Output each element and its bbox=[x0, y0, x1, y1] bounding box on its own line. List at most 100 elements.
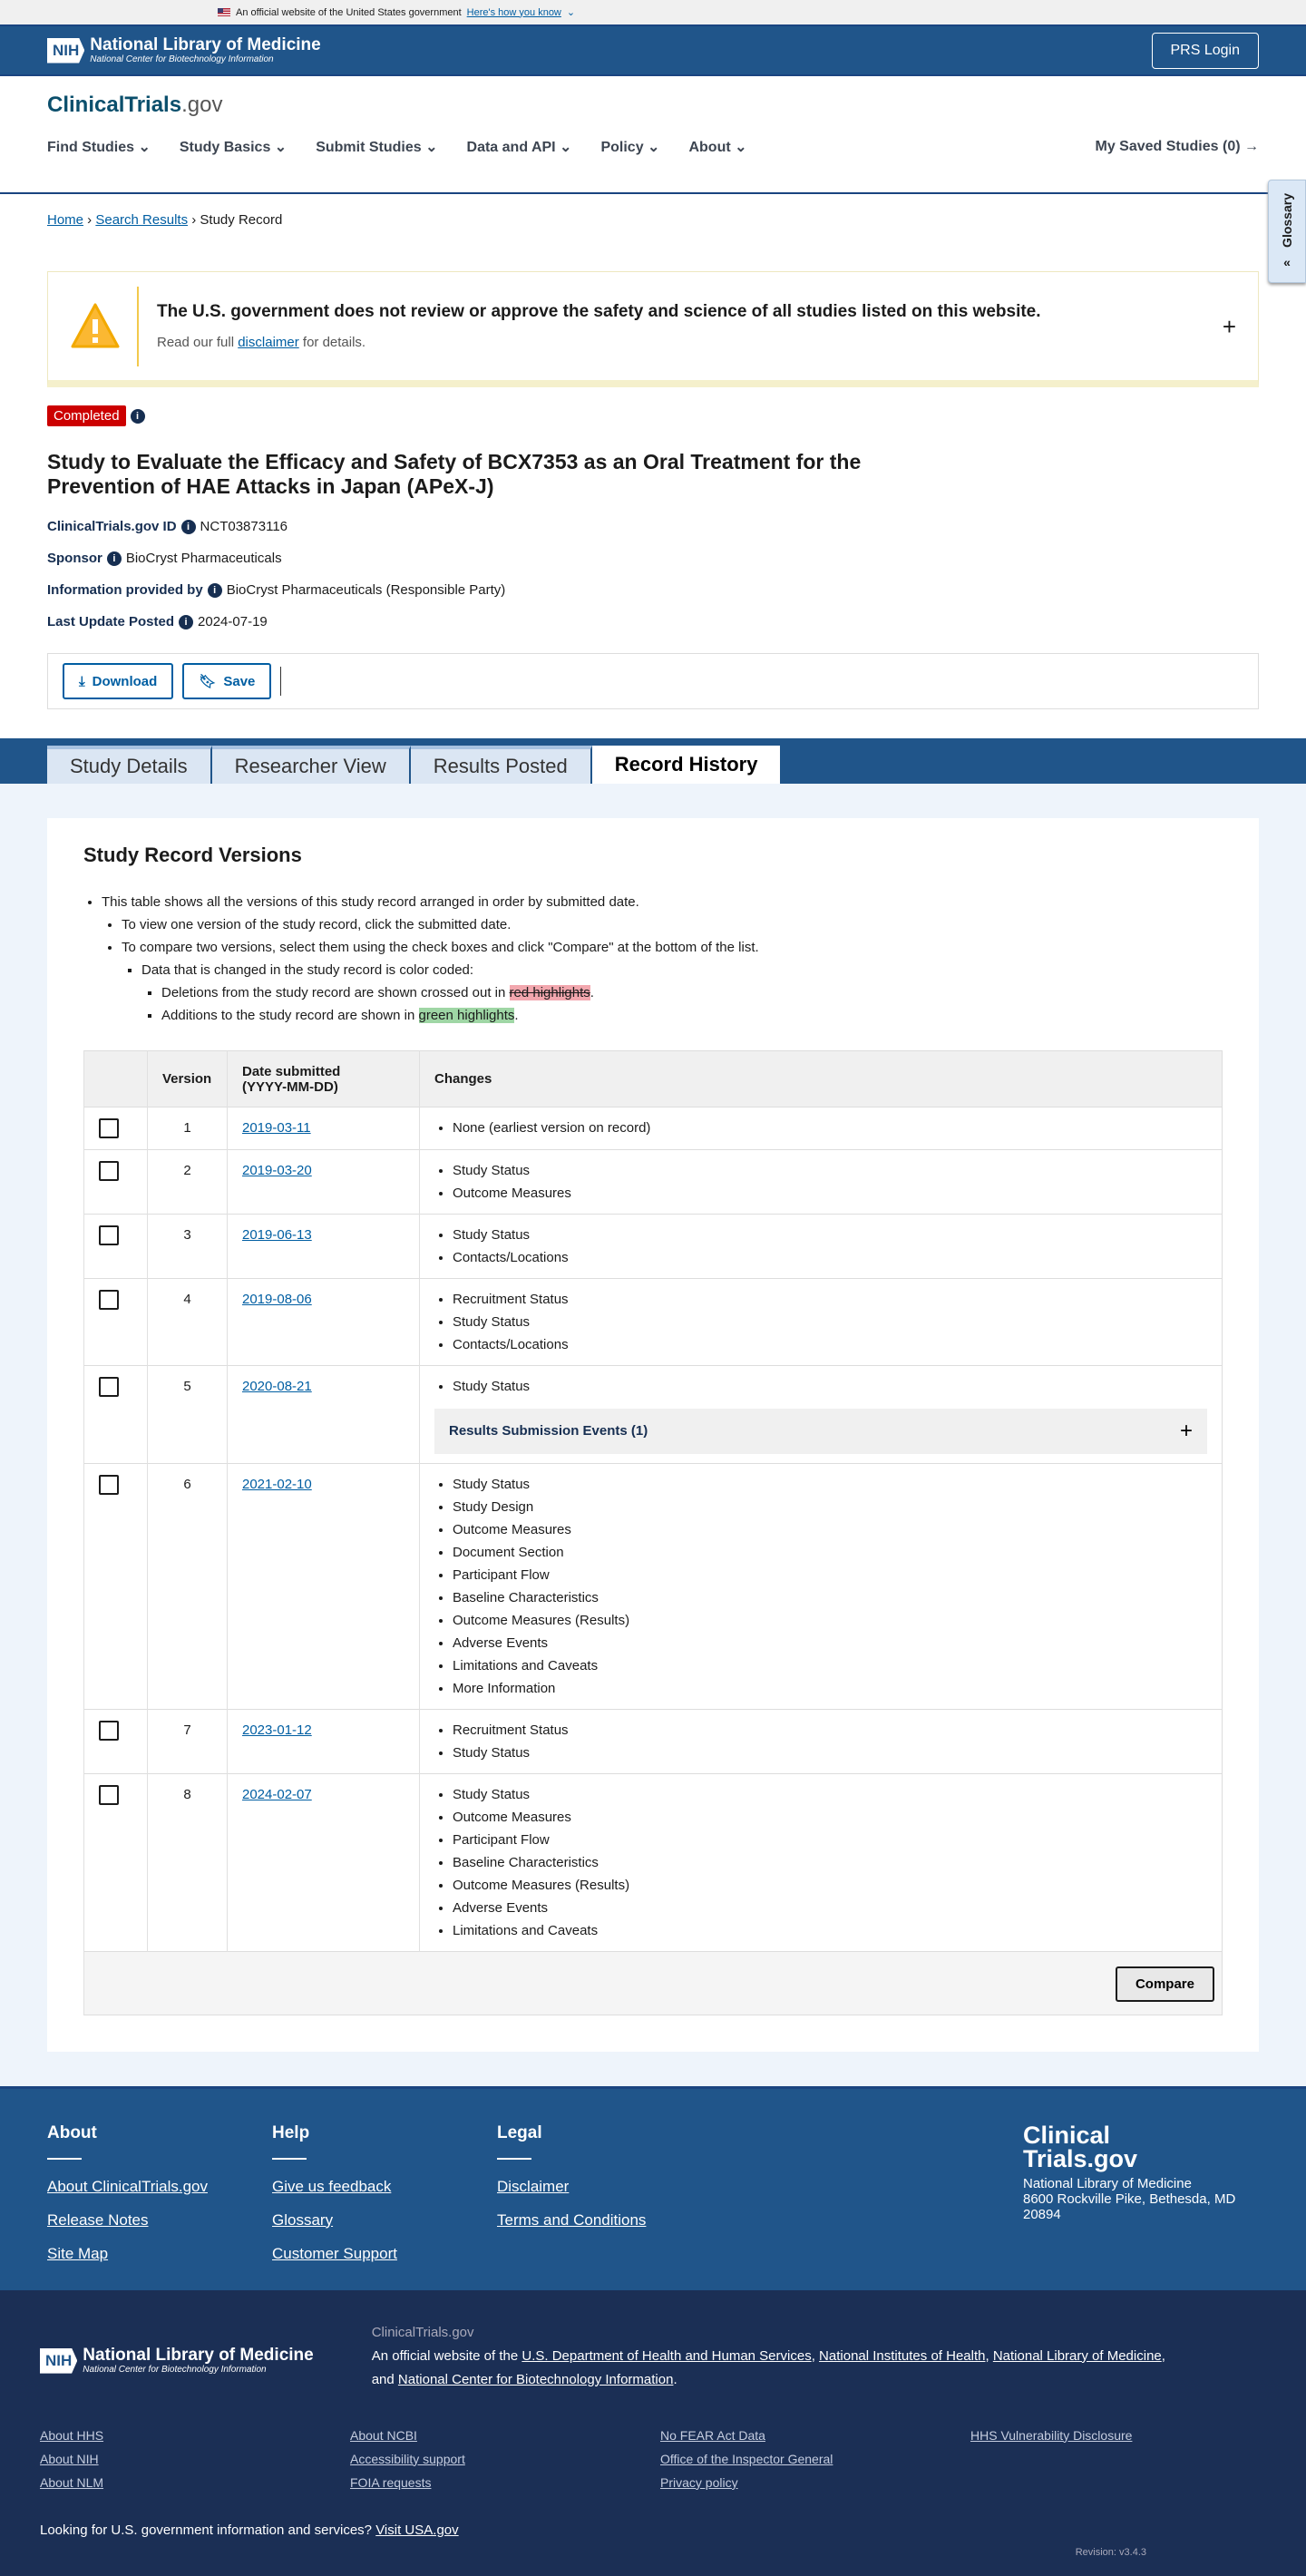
footer-gov-link[interactable]: About NLM bbox=[40, 2474, 104, 2490]
chevron-down-icon: ⌄ bbox=[566, 7, 576, 18]
footer-gov-link[interactable]: About NIH bbox=[40, 2451, 99, 2466]
version-column-header: Version bbox=[147, 1050, 228, 1107]
glossary-label: Glossary bbox=[1280, 193, 1294, 248]
change-item: Participant Flow bbox=[453, 1829, 1207, 1851]
nav-submit-studies[interactable]: Submit Studies ⌄ bbox=[316, 140, 438, 155]
version-checkbox[interactable] bbox=[99, 1720, 119, 1741]
change-item: Contacts/Locations bbox=[453, 1333, 1207, 1356]
info-icon[interactable]: i bbox=[207, 583, 222, 599]
tab-study-details[interactable]: Study Details bbox=[47, 746, 212, 785]
download-button[interactable]: ⤓ Download bbox=[63, 663, 174, 700]
footer-gov-link[interactable]: Office of the Inspector General bbox=[660, 2451, 833, 2466]
change-item: Study Status bbox=[453, 1783, 1207, 1806]
results-submission-events-accordion[interactable]: Results Submission Events (1) + bbox=[434, 1408, 1207, 1454]
footer-heading: Legal bbox=[497, 2122, 542, 2142]
change-item: Outcome Measures bbox=[453, 1806, 1207, 1829]
prs-login-button[interactable]: PRS Login bbox=[1151, 32, 1259, 69]
changes-cell: Recruitment StatusStudy Status bbox=[419, 1708, 1223, 1774]
footer-link[interactable]: Release Notes bbox=[47, 2210, 149, 2229]
nlm-link[interactable]: National Library of Medicine bbox=[992, 2347, 1162, 2364]
version-checkbox[interactable] bbox=[99, 1376, 119, 1397]
footer-gov-link[interactable]: About HHS bbox=[40, 2427, 104, 2443]
usa-gov-link[interactable]: Visit USA.gov bbox=[375, 2522, 459, 2538]
version-checkbox[interactable] bbox=[99, 1474, 119, 1495]
nav-data-and-api[interactable]: Data and API ⌄ bbox=[466, 140, 572, 155]
version-date-link[interactable]: 2019-03-20 bbox=[242, 1162, 312, 1178]
expand-plus-icon[interactable]: + bbox=[1222, 313, 1236, 340]
footer-link[interactable]: Give us feedback bbox=[272, 2177, 392, 2195]
version-checkbox[interactable] bbox=[99, 1225, 119, 1245]
glossary-tab[interactable]: Glossary « bbox=[1268, 180, 1306, 283]
table-row: 8 2024-02-07 Study StatusOutcome MeasuresP… bbox=[83, 1772, 1223, 1952]
version-checkbox[interactable] bbox=[99, 1118, 119, 1139]
footer-gov-link[interactable]: Accessibility support bbox=[350, 2451, 465, 2466]
nlm-logo[interactable]: NIH National Library of Medicine National… bbox=[47, 36, 321, 64]
version-date-link[interactable]: 2023-01-12 bbox=[242, 1722, 312, 1738]
change-item: Adverse Events bbox=[453, 1897, 1207, 1919]
footer-link[interactable]: Customer Support bbox=[272, 2244, 397, 2262]
nlm-footer-logo[interactable]: NIH National Library of Medicine National … bbox=[40, 2330, 314, 2392]
info-icon[interactable]: i bbox=[130, 409, 145, 424]
version-date-link[interactable]: 2019-08-06 bbox=[242, 1291, 312, 1307]
version-checkbox[interactable] bbox=[99, 1160, 119, 1181]
ncbi-link[interactable]: National Center for Biotechnology Inform… bbox=[397, 2371, 674, 2387]
info-icon[interactable]: i bbox=[179, 615, 194, 630]
version-checkbox[interactable] bbox=[99, 1289, 119, 1310]
info-icon[interactable]: i bbox=[106, 551, 122, 567]
disclaimer-link[interactable]: disclaimer bbox=[238, 335, 299, 350]
changes-cell: Study Status Results Submission Events (1… bbox=[419, 1364, 1223, 1464]
nav-find-studies[interactable]: Find Studies ⌄ bbox=[47, 140, 151, 155]
footer-gov-link[interactable]: Privacy policy bbox=[660, 2474, 738, 2490]
version-number: 5 bbox=[147, 1364, 228, 1464]
version-checkbox[interactable] bbox=[99, 1784, 119, 1805]
field-last-update: Last Update Posted i 2024-07-19 bbox=[47, 614, 268, 630]
official-statement: ClinicalTrials.gov An official website of… bbox=[371, 2324, 1165, 2387]
footer-link[interactable]: Glossary bbox=[272, 2210, 334, 2229]
info-icon[interactable]: i bbox=[180, 520, 196, 535]
select-column-header bbox=[83, 1050, 148, 1107]
change-item: Study Status bbox=[453, 1159, 1207, 1182]
change-item: Study Design bbox=[453, 1496, 1207, 1518]
change-item: Outcome Measures (Results) bbox=[453, 1874, 1207, 1897]
change-item: Study Status bbox=[453, 1311, 1207, 1333]
clinicaltrials-logo[interactable]: ClinicalTrials.gov bbox=[47, 93, 1259, 118]
version-date-link[interactable]: 2019-03-11 bbox=[242, 1120, 311, 1137]
nih-link[interactable]: National Institutes of Health bbox=[819, 2347, 986, 2364]
footer-link[interactable]: About ClinicalTrials.gov bbox=[47, 2177, 208, 2195]
change-item: Recruitment Status bbox=[453, 1719, 1207, 1742]
version-date-link[interactable]: 2024-02-07 bbox=[242, 1786, 312, 1802]
tab-results-posted[interactable]: Results Posted bbox=[410, 746, 592, 785]
table-row: 2 2019-03-20 Study StatusOutcome Measures bbox=[83, 1148, 1223, 1215]
footer-gov-link[interactable]: About NCBI bbox=[350, 2427, 417, 2443]
version-date-link[interactable]: 2019-06-13 bbox=[242, 1226, 312, 1243]
field-sponsor: Sponsor i BioCryst Pharmaceuticals bbox=[47, 551, 282, 567]
heres-how-you-know-link[interactable]: Here's how you know bbox=[466, 6, 561, 18]
breadcrumb-home[interactable]: Home bbox=[47, 212, 84, 228]
footer-link[interactable]: Site Map bbox=[47, 2244, 109, 2262]
footer-secondary: NIH National Library of Medicine National … bbox=[0, 2289, 1306, 2576]
tab-researcher-view[interactable]: Researcher View bbox=[211, 746, 411, 785]
us-flag-icon bbox=[218, 8, 230, 16]
nav-study-basics[interactable]: Study Basics ⌄ bbox=[179, 140, 288, 155]
footer-heading: About bbox=[47, 2122, 97, 2142]
version-date-link[interactable]: 2021-02-10 bbox=[242, 1476, 312, 1492]
breadcrumb-search-results[interactable]: Search Results bbox=[95, 212, 189, 228]
tab-record-history[interactable]: Record History bbox=[591, 742, 783, 785]
ncbi-name: National Center for Biotechnology Inform… bbox=[90, 54, 274, 64]
nav-policy[interactable]: Policy ⌄ bbox=[600, 140, 660, 155]
footer-gov-link[interactable]: No FEAR Act Data bbox=[660, 2427, 765, 2443]
changes-cell: None (earliest version on record) bbox=[419, 1107, 1223, 1150]
footer-gov-link[interactable]: HHS Vulnerability Disclosure bbox=[970, 2427, 1133, 2443]
nav-about[interactable]: About ⌄ bbox=[688, 140, 747, 155]
compare-button[interactable]: Compare bbox=[1115, 1966, 1214, 2002]
footer-brand: Clinical Trials.gov National Library of Me… bbox=[1023, 2121, 1236, 2222]
version-number: 7 bbox=[147, 1708, 228, 1774]
footer-link[interactable]: Terms and Conditions bbox=[497, 2210, 647, 2229]
hhs-link[interactable]: U.S. Department of Health and Human Serv… bbox=[521, 2347, 812, 2364]
footer-gov-link[interactable]: FOIA requests bbox=[350, 2474, 432, 2490]
save-button[interactable]: 🔖︎ Save bbox=[182, 663, 272, 700]
footer-link[interactable]: Disclaimer bbox=[497, 2177, 570, 2195]
my-saved-studies-link[interactable]: My Saved Studies (0) → bbox=[1095, 139, 1260, 154]
version-date-link[interactable]: 2020-08-21 bbox=[242, 1378, 312, 1394]
